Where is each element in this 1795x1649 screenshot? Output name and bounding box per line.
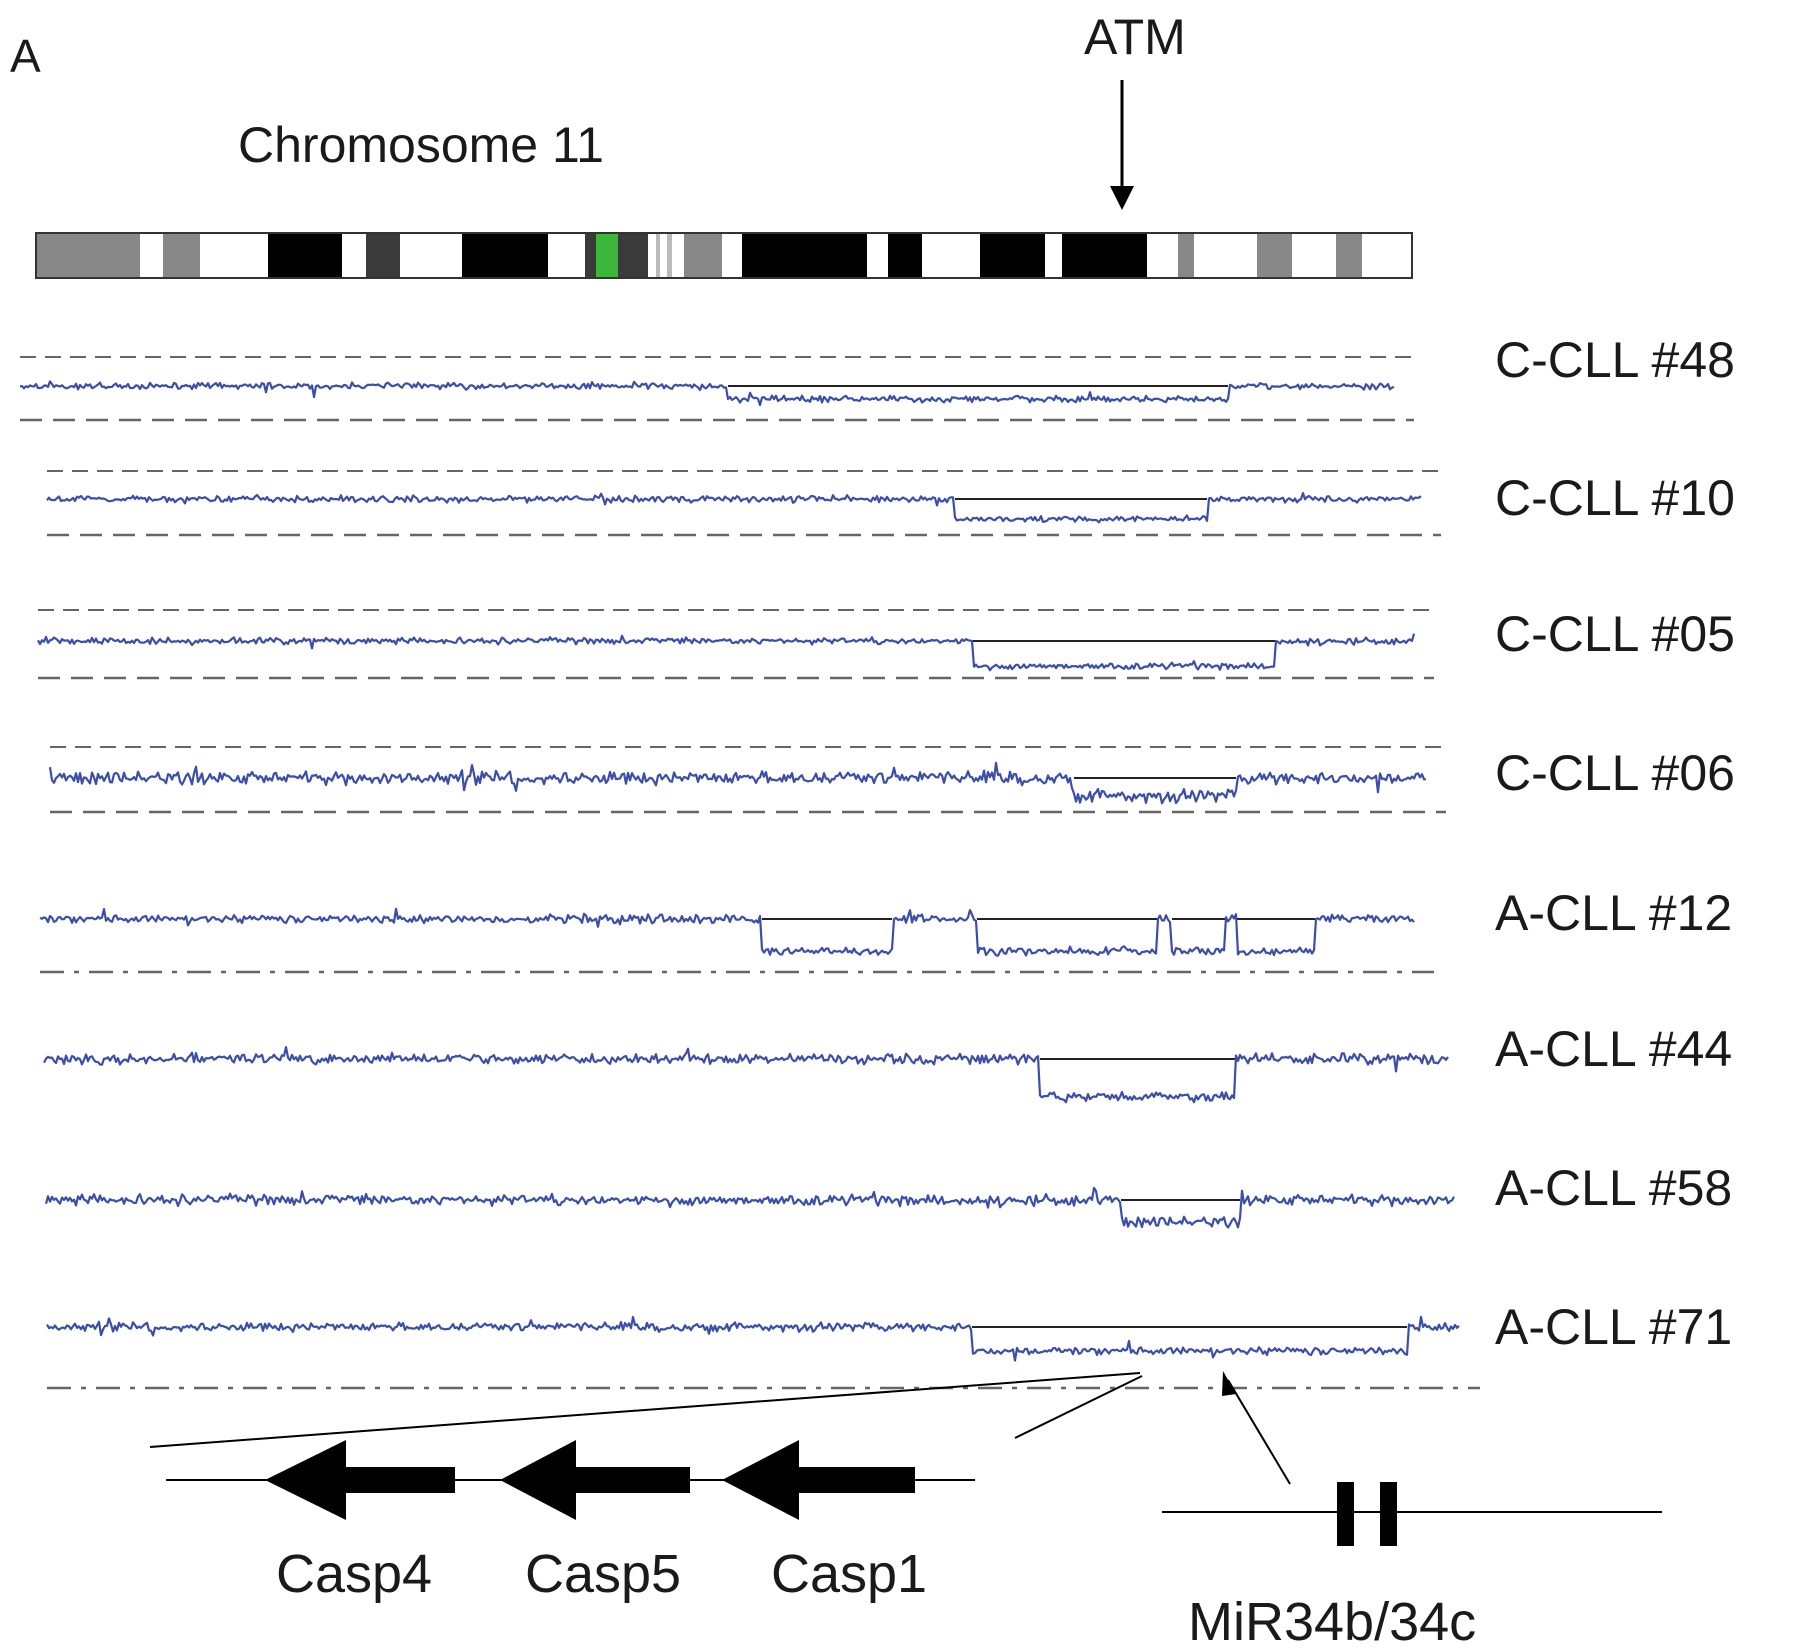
- ideogram-band-10: [684, 233, 722, 278]
- ideogram-band-1: [163, 233, 200, 278]
- copy-number-trace: [46, 492, 1422, 524]
- copy-number-trace: [48, 761, 1426, 805]
- chromosome-title: Chromosome 11: [238, 117, 604, 173]
- track-a-cll-71: [46, 1315, 1480, 1390]
- ideogram-band-16: [1257, 233, 1292, 278]
- mir34-pointer-line: [1227, 1379, 1291, 1485]
- ideogram-band-11: [742, 233, 867, 278]
- ideogram-band-3: [366, 233, 400, 278]
- copy-number-trace: [37, 633, 1416, 672]
- ideogram-band-17: [1336, 233, 1362, 278]
- ideogram-band-13: [980, 233, 1045, 278]
- sample-label-a-cll-12: A-CLL #12: [1495, 885, 1732, 941]
- ideogram-band-2: [268, 233, 342, 278]
- mir34-pointer-head: [1222, 1371, 1236, 1396]
- ideogram-outline: [35, 232, 1413, 279]
- track-a-cll-58: [44, 1186, 1455, 1229]
- track-a-cll-12: [39, 907, 1434, 974]
- copy-number-trace: [46, 1315, 1460, 1362]
- sample-label-c-cll-05: C-CLL #05: [1495, 606, 1735, 662]
- casp1-label: Casp1: [771, 1544, 927, 1604]
- track-a-cll-44: [43, 1045, 1449, 1104]
- ideogram-band-14: [1062, 233, 1147, 278]
- sample-label-a-cll-58: A-CLL #58: [1495, 1160, 1732, 1216]
- sample-label-c-cll-06: C-CLL #06: [1495, 745, 1735, 801]
- casp4-label: Casp4: [276, 1544, 432, 1604]
- ideogram-band-9: [667, 233, 672, 278]
- mirna-label: MiR34b/34c: [1188, 1592, 1476, 1649]
- sample-label-c-cll-10: C-CLL #10: [1495, 470, 1735, 526]
- zoom-line-left: [149, 1372, 1141, 1448]
- ideogram-band-12: [888, 233, 922, 278]
- track-c-cll-10: [46, 470, 1441, 537]
- mir34-locus: MiR34b/34c: [1162, 1371, 1662, 1649]
- ideogram-band-6: [596, 233, 618, 278]
- casp1-arrow: [722, 1440, 915, 1520]
- sample-tracks: [19, 356, 1480, 1390]
- track-c-cll-48: [19, 356, 1414, 422]
- atm-label: ATM: [1084, 9, 1186, 65]
- ideogram-band-8: [656, 233, 660, 278]
- chromosome-ideogram: [35, 232, 1413, 279]
- copy-number-trace: [19, 380, 1395, 406]
- sample-label-c-cll-48: C-CLL #48: [1495, 332, 1735, 388]
- copy-number-trace: [39, 907, 1415, 957]
- ideogram-band-5: [585, 233, 596, 278]
- track-c-cll-06: [48, 746, 1446, 814]
- track-c-cll-05: [37, 609, 1434, 680]
- ideogram-band-4: [462, 233, 548, 278]
- copy-number-trace: [43, 1045, 1449, 1104]
- casp5-label: Casp5: [525, 1544, 681, 1604]
- atm-arrow-head: [1110, 186, 1134, 210]
- mir34b-mark: [1337, 1482, 1354, 1546]
- casp4-arrow: [265, 1440, 455, 1520]
- ideogram-band-7: [618, 233, 648, 278]
- mir34c-mark: [1380, 1482, 1397, 1546]
- panel-label: A: [10, 30, 41, 82]
- ideogram-band-15: [1178, 233, 1194, 278]
- sample-label-a-cll-44: A-CLL #44: [1495, 1021, 1732, 1077]
- zoom-line-right: [1014, 1375, 1143, 1439]
- caspase-cluster: Casp4 Casp5 Casp1: [166, 1440, 975, 1604]
- copy-number-trace: [44, 1186, 1455, 1229]
- sample-label-a-cll-71: A-CLL #71: [1495, 1299, 1732, 1355]
- ideogram-band-0: [36, 233, 140, 278]
- casp5-arrow: [500, 1440, 690, 1520]
